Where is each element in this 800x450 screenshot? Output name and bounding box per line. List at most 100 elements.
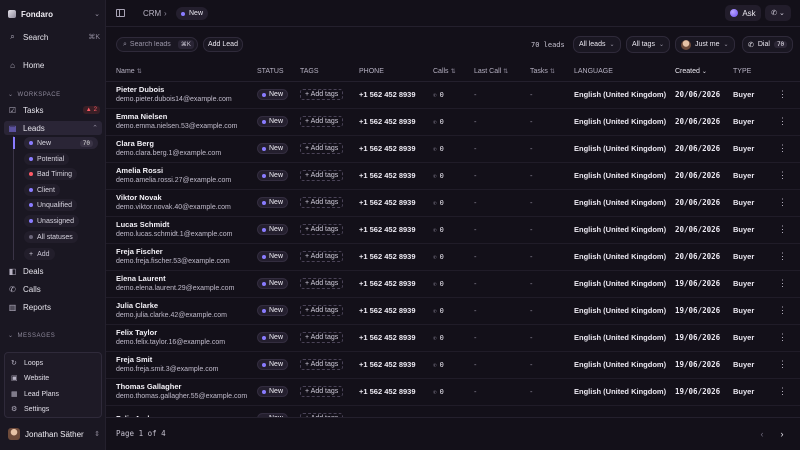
search-input[interactable] xyxy=(129,41,178,48)
table-row[interactable]: Emma Nielsen demo.emma.nielsen.53@example… xyxy=(106,108,800,136)
phone-number[interactable]: +1 562 452 8939 xyxy=(359,225,416,234)
phone-number[interactable]: +1 562 452 8939 xyxy=(359,90,416,99)
status-pill[interactable]: New xyxy=(257,89,289,100)
lead-name[interactable]: Pieter Dubois xyxy=(116,84,165,94)
breadcrumb-current[interactable]: New xyxy=(176,7,209,20)
status-pill[interactable]: New xyxy=(257,386,289,397)
more-vertical-icon[interactable]: ⋮ xyxy=(778,386,787,396)
more-vertical-icon[interactable]: ⋮ xyxy=(778,278,787,288)
owner-filter[interactable]: Just me ⌄ xyxy=(675,36,735,53)
search-leads[interactable]: ⌕ ⌘K xyxy=(116,37,198,52)
lead-name[interactable]: Viktor Novak xyxy=(116,192,162,202)
column-header-last-call[interactable]: Last Call ⇅ xyxy=(474,63,530,82)
status-filter-unassigned[interactable]: Unassigned xyxy=(24,215,79,227)
sidebar-item-leads[interactable]: ▤ Leads ⌃ xyxy=(4,121,102,135)
workspace-switcher[interactable]: Fondaro ⌄ xyxy=(8,8,100,20)
table-row[interactable]: Viktor Novak demo.viktor.novak.40@example… xyxy=(106,189,800,217)
status-filter-unqualified[interactable]: Unqualified xyxy=(24,199,78,211)
column-header-tasks[interactable]: Tasks ⇅ xyxy=(530,63,574,82)
table-row[interactable]: Julia Clarke demo.julia.clarke.42@example… xyxy=(106,297,800,325)
prev-page-button[interactable]: ‹ xyxy=(760,429,764,439)
phone-number[interactable]: +1 562 452 8939 xyxy=(359,171,416,180)
table-row[interactable]: Elena Laurent demo.elena.laurent.29@examp… xyxy=(106,270,800,298)
column-header-name[interactable]: Name ⇅ xyxy=(106,63,257,82)
menu-item-loops[interactable]: ↻ Loops xyxy=(11,357,97,369)
column-header-status[interactable]: STATUS xyxy=(257,63,300,82)
next-page-button[interactable]: › xyxy=(780,429,784,439)
more-vertical-icon[interactable]: ⋮ xyxy=(778,359,787,369)
status-pill[interactable]: New xyxy=(257,116,289,127)
status-filter-bad-timing[interactable]: Bad Timing xyxy=(24,168,78,180)
more-vertical-icon[interactable]: ⋮ xyxy=(778,332,787,342)
phone-menu-button[interactable]: ✆ ⌄ xyxy=(765,5,791,21)
lead-name[interactable]: Amelia Rossi xyxy=(116,165,164,175)
status-filter-potential[interactable]: Potential xyxy=(24,153,70,165)
phone-number[interactable]: +1 562 452 8939 xyxy=(359,144,416,153)
column-header-language[interactable]: LANGUAGE xyxy=(574,63,675,82)
add-tags-button[interactable]: + Add tags xyxy=(300,143,344,154)
table-row[interactable]: Thomas Gallagher demo.thomas.gallagher.55… xyxy=(106,378,800,406)
sidebar-item-deals[interactable]: ◧ Deals xyxy=(8,264,100,278)
dial-button[interactable]: ✆ Dial 70 xyxy=(742,36,794,53)
table-row[interactable]: Pieter Dubois demo.pieter.dubois14@exampl… xyxy=(106,81,800,109)
lead-name[interactable]: Thomas Gallagher xyxy=(116,381,182,391)
breadcrumb-crm[interactable]: CRM xyxy=(143,9,162,18)
column-header-type[interactable]: TYPE xyxy=(733,63,765,82)
add-tags-button[interactable]: + Add tags xyxy=(300,116,344,127)
phone-number[interactable]: +1 562 452 8939 xyxy=(359,252,416,261)
phone-number[interactable]: +1 562 452 8939 xyxy=(359,387,416,396)
table-row[interactable]: Freja Smit demo.freja.smit.3@example.com N… xyxy=(106,351,800,379)
sidebar-item-reports[interactable]: ▥ Reports xyxy=(8,300,100,314)
sidebar-item-home[interactable]: ⌂ Home xyxy=(8,58,100,72)
phone-number[interactable]: +1 562 452 8939 xyxy=(359,279,416,288)
ask-button[interactable]: Ask xyxy=(725,5,761,21)
phone-number[interactable]: +1 562 452 8939 xyxy=(359,198,416,207)
phone-number[interactable]: +1 562 452 8939 xyxy=(359,306,416,315)
status-pill[interactable]: New xyxy=(257,278,289,289)
workspace-section[interactable]: ⌄ WORKSPACE xyxy=(8,91,61,99)
status-pill[interactable]: New xyxy=(257,359,289,370)
more-vertical-icon[interactable]: ⋮ xyxy=(778,170,787,180)
add-tags-button[interactable]: + Add tags xyxy=(300,197,344,208)
table-row[interactable]: Felix Taylor demo.felix.taylor.16@example… xyxy=(106,324,800,352)
status-pill[interactable]: New xyxy=(257,224,289,235)
add-tags-button[interactable]: + Add tags xyxy=(300,251,344,262)
add-tags-button[interactable]: + Add tags xyxy=(300,386,344,397)
lead-name[interactable]: Lucas Schmidt xyxy=(116,219,170,229)
add-tags-button[interactable]: + Add tags xyxy=(300,224,344,235)
sidebar-toggle-icon[interactable] xyxy=(116,9,125,17)
table-row[interactable]: Amelia Rossi demo.amelia.rossi.27@example… xyxy=(106,162,800,190)
status-filter-new[interactable]: New 70 xyxy=(24,137,98,149)
lead-name[interactable]: Elena Laurent xyxy=(116,273,166,283)
more-vertical-icon[interactable]: ⋮ xyxy=(778,116,787,126)
status-filter-client[interactable]: Client xyxy=(24,184,60,196)
table-row[interactable]: Lucas Schmidt demo.lucas.schmidt.1@exampl… xyxy=(106,216,800,244)
more-vertical-icon[interactable]: ⋮ xyxy=(778,305,787,315)
phone-number[interactable]: +1 562 452 8939 xyxy=(359,360,416,369)
add-tags-button[interactable]: + Add tags xyxy=(300,413,344,417)
all-leads-filter[interactable]: All leads ⌄ xyxy=(573,36,621,53)
all-tags-filter[interactable]: All tags ⌄ xyxy=(626,36,670,53)
menu-item-website[interactable]: ▣ Website xyxy=(11,372,97,384)
sidebar-item-search[interactable]: ⌕ Search ⌘K xyxy=(8,30,100,44)
lead-name[interactable]: Freja Fischer xyxy=(116,246,163,256)
status-pill[interactable]: New xyxy=(257,143,289,154)
user-menu[interactable]: Jonathan Säther ⇕ xyxy=(8,427,100,441)
lead-name[interactable]: Emma Nielsen xyxy=(116,111,168,121)
add-tags-button[interactable]: + Add tags xyxy=(300,359,344,370)
status-pill[interactable]: New xyxy=(257,305,289,316)
add-tags-button[interactable]: + Add tags xyxy=(300,332,344,343)
lead-name[interactable]: Julia Clarke xyxy=(116,300,159,310)
add-tags-button[interactable]: + Add tags xyxy=(300,278,344,289)
table-row[interactable]: Felix Andersen New + Add tags ✆ ⋮ xyxy=(106,405,800,417)
sidebar-item-calls[interactable]: ✆ Calls xyxy=(8,282,100,296)
column-header-phone[interactable]: PHONE xyxy=(359,63,433,82)
add-tags-button[interactable]: + Add tags xyxy=(300,89,344,100)
lead-name[interactable]: Felix Taylor xyxy=(116,327,158,337)
status-filter-all[interactable]: All statuses xyxy=(24,231,78,243)
lead-name[interactable]: Clara Berg xyxy=(116,138,154,148)
messages-section[interactable]: ⌄ MESSAGES xyxy=(8,332,55,340)
sidebar-item-tasks[interactable]: ☑ Tasks ▲ 2 xyxy=(8,103,100,117)
table-row[interactable]: Clara Berg demo.clara.berg.1@example.com N… xyxy=(106,135,800,163)
lead-name[interactable]: Freja Smit xyxy=(116,354,153,364)
